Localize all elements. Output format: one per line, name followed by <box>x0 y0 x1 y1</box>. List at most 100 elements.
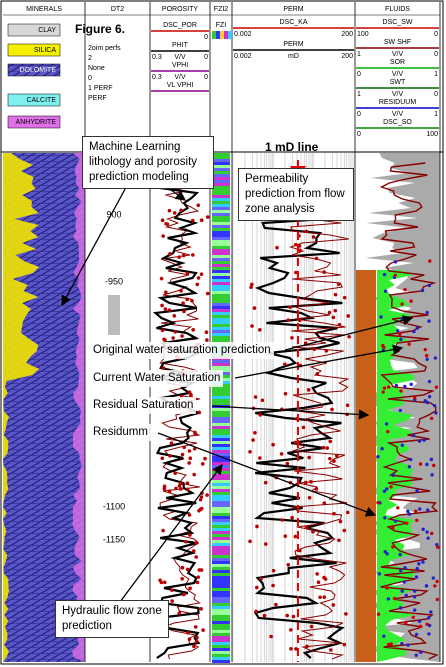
track-title: POROSITY <box>162 6 199 13</box>
dt2-header: PERF <box>88 95 107 102</box>
annotation: Residual Saturation <box>90 397 197 414</box>
sw-point <box>421 560 425 564</box>
core-point <box>173 471 177 475</box>
core-point <box>172 211 177 215</box>
log-curve <box>288 182 350 660</box>
legend-label: DOLOMITE <box>19 67 56 74</box>
fzi-stripe <box>212 426 230 429</box>
core-point <box>285 461 290 466</box>
fzi-stripe <box>212 468 230 471</box>
sw-point <box>427 623 432 628</box>
fzi-stripe <box>212 642 230 645</box>
sw-point <box>417 562 421 566</box>
sw-point <box>406 509 410 513</box>
core-point <box>193 625 198 629</box>
fzi-stripe <box>212 159 230 162</box>
core-point <box>196 575 200 579</box>
sw-point <box>425 462 429 467</box>
fzi-stripe <box>212 312 230 315</box>
sw-point <box>409 382 413 387</box>
sw-point <box>429 457 434 462</box>
fzi-stripe <box>212 156 230 159</box>
core-point <box>331 603 336 607</box>
core-point <box>173 330 178 334</box>
core-point <box>187 449 192 453</box>
core-point <box>332 459 336 463</box>
fzi-stripe <box>212 582 230 585</box>
core-point <box>191 253 195 257</box>
sw-point <box>421 527 425 532</box>
fzi-stripe <box>212 240 230 243</box>
core-point <box>329 648 333 652</box>
scale-label: 200 <box>341 53 353 60</box>
sw-point <box>381 343 385 348</box>
fzi-key <box>228 31 232 39</box>
fzi-key <box>224 31 228 39</box>
fzi-stripe <box>212 171 230 174</box>
sw-point <box>415 489 419 493</box>
core-point <box>171 336 175 340</box>
fzi-stripe <box>212 513 230 516</box>
dt2-header: 2 <box>88 55 92 62</box>
silica-fill <box>3 153 40 662</box>
fzi-stripe <box>212 489 230 492</box>
core-point <box>263 480 268 485</box>
curve-name: DSC_SW <box>383 19 413 26</box>
fzi-stripe <box>212 153 230 156</box>
sw-point <box>391 473 395 477</box>
sw-point <box>376 454 380 459</box>
core-point <box>336 282 341 287</box>
annotation: Machine Learning lithology and porosity … <box>82 136 214 189</box>
legend-swatch <box>7 115 61 129</box>
scale-label: 0 <box>434 31 438 38</box>
core-point <box>160 303 164 308</box>
core-point <box>200 462 205 466</box>
core-point <box>188 533 192 537</box>
sw-point <box>386 642 391 647</box>
scale-label: 1 <box>434 71 438 78</box>
core-point <box>195 580 200 585</box>
core-point <box>185 297 190 302</box>
core-point <box>280 518 284 522</box>
core-point <box>254 609 258 614</box>
core-point <box>187 390 192 394</box>
fzi-stripe <box>212 288 230 291</box>
fzi-stripe <box>212 516 230 519</box>
sw-point <box>389 642 393 646</box>
fzi-stripe <box>212 597 230 600</box>
core-point <box>342 295 347 300</box>
core-point <box>301 425 306 430</box>
residual-fill <box>377 270 415 662</box>
fzi-stripe <box>212 192 230 195</box>
fzi-stripe <box>212 390 230 393</box>
core-point <box>203 456 207 461</box>
core-point <box>275 245 279 250</box>
core-point <box>347 334 351 339</box>
curve-name: SWT <box>390 79 406 86</box>
core-point <box>321 445 326 450</box>
fzi-stripe <box>212 315 230 318</box>
core-point <box>322 270 326 274</box>
fzi-stripe <box>212 546 230 549</box>
sw-point <box>418 507 422 511</box>
fzi-stripe <box>212 216 230 219</box>
core-point <box>178 487 183 491</box>
fzi-stripe <box>212 474 230 477</box>
core-point <box>312 347 317 352</box>
track-title: DT2 <box>111 6 124 13</box>
fzi-stripe <box>212 249 230 252</box>
curve-name: PHIT <box>172 42 189 49</box>
core-point <box>205 291 210 296</box>
core-point <box>177 611 182 616</box>
core-point <box>330 407 334 412</box>
fzi-stripe <box>212 576 230 579</box>
sw-point <box>392 596 397 601</box>
depth-label: 900 <box>106 209 121 219</box>
fzi-stripe <box>212 417 230 420</box>
sw-point <box>403 384 407 389</box>
fzi-stripe <box>212 495 230 498</box>
dt2-header: None <box>88 65 105 72</box>
curve-name: RESIDUUM <box>379 99 417 106</box>
core-point <box>165 222 170 226</box>
